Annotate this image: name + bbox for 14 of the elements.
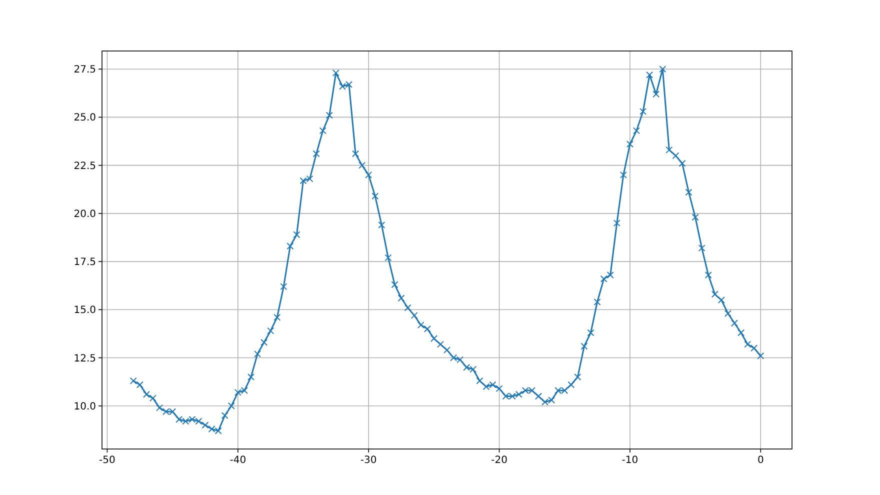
y-tick-label: 10.0 — [74, 401, 96, 412]
y-tick-label: 22.5 — [74, 160, 96, 172]
x-tick-label: -40 — [230, 455, 246, 466]
x-tick-label: -10 — [622, 455, 638, 466]
y-tick-label: 12.5 — [74, 353, 96, 364]
y-tick-label: 17.5 — [74, 257, 96, 268]
x-tick-label: -50 — [99, 455, 116, 466]
x-tick-label: -30 — [360, 455, 377, 466]
y-tick-label: 27.5 — [74, 64, 96, 76]
x-tick-label: 0 — [757, 455, 764, 466]
y-tick-label: 25.0 — [74, 112, 96, 124]
y-tick-label: 20.0 — [74, 208, 96, 220]
x-tick-label: -20 — [491, 455, 508, 466]
y-tick-label: 15.0 — [74, 305, 96, 316]
